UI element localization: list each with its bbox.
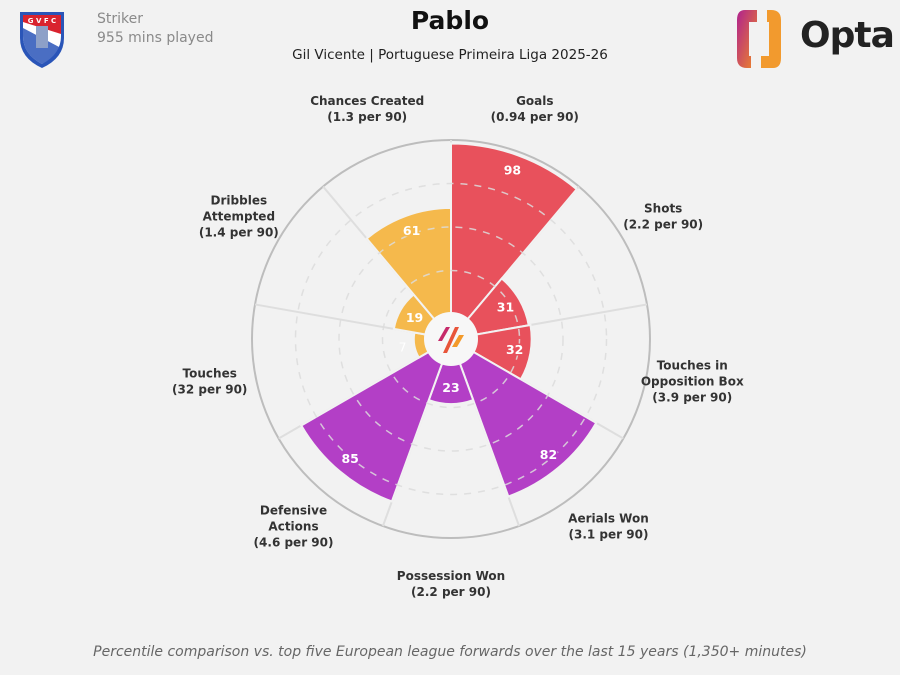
opta-wordmark: Opta bbox=[800, 15, 895, 56]
minutes-played: 955 mins played bbox=[97, 30, 214, 46]
value-label: 7 bbox=[399, 340, 407, 355]
category-label-line: Actions bbox=[268, 520, 318, 534]
value-label: 85 bbox=[341, 451, 358, 466]
category-label-line: Attempted bbox=[203, 210, 275, 224]
category-label: Shots (2.2 per 90) bbox=[623, 202, 703, 232]
category-label: Goals (0.94 per 90) bbox=[491, 94, 579, 124]
category-label-line: (4.6 per 90) bbox=[254, 536, 334, 550]
slice-chances-created bbox=[365, 206, 452, 342]
category-label-line: Defensive bbox=[260, 504, 327, 518]
category-label-line: Aerials Won bbox=[568, 512, 649, 526]
category-label-line: (1.4 per 90) bbox=[199, 226, 279, 240]
slice-aerials-won bbox=[449, 336, 598, 498]
category-label-line: (3.9 per 90) bbox=[652, 391, 732, 405]
grid-ring bbox=[294, 182, 608, 496]
category-label-line: Possession Won bbox=[397, 569, 505, 583]
value-label: 31 bbox=[497, 300, 514, 315]
category-label: Possession Won (2.2 per 90) bbox=[397, 569, 505, 599]
grid-ring bbox=[381, 269, 521, 409]
category-label-line: Chances Created bbox=[310, 94, 424, 108]
category-label-line: (2.2 per 90) bbox=[411, 585, 491, 599]
slice-defensive-actions bbox=[299, 336, 453, 503]
category-label-line: (2.2 per 90) bbox=[623, 218, 703, 232]
category-label-line: Touches bbox=[183, 367, 237, 381]
value-label: 61 bbox=[403, 223, 420, 238]
value-label: 32 bbox=[506, 342, 523, 357]
value-label: 82 bbox=[540, 447, 557, 462]
grid-ring bbox=[338, 226, 564, 452]
category-label-line: Goals bbox=[516, 94, 553, 108]
club-crest: G V F C bbox=[20, 12, 64, 68]
opta-mark-icon bbox=[438, 327, 464, 353]
value-label: 98 bbox=[504, 162, 521, 177]
slice-goals bbox=[450, 142, 579, 342]
category-label: Defensive Actions (4.6 per 90) bbox=[254, 504, 334, 550]
player-meta: Striker 955 mins played bbox=[97, 10, 213, 48]
footnote: Percentile comparison vs. top five Europ… bbox=[93, 644, 807, 660]
category-label-line: (1.3 per 90) bbox=[327, 110, 407, 124]
category-label: Touches in Opposition Box (3.9 per 90) bbox=[641, 359, 744, 405]
category-label-line: Shots bbox=[644, 202, 682, 216]
value-label: 19 bbox=[406, 310, 423, 325]
category-label: Chances Created (1.3 per 90) bbox=[310, 94, 424, 124]
page-subtitle: Gil Vicente | Portuguese Primeira Liga 2… bbox=[292, 47, 608, 63]
category-label-line: Opposition Box bbox=[641, 375, 744, 389]
category-label-line: (0.94 per 90) bbox=[491, 110, 579, 124]
category-label-line: (3.1 per 90) bbox=[569, 528, 649, 542]
category-label: Dribbles Attempted (1.4 per 90) bbox=[199, 194, 279, 240]
page-title: Pablo bbox=[410, 6, 490, 35]
opta-logo-icon bbox=[737, 10, 781, 68]
category-label-line: (32 per 90) bbox=[172, 383, 247, 397]
crest-lettering: G V F C bbox=[28, 17, 56, 25]
player-position: Striker bbox=[97, 11, 143, 27]
category-label: Touches (32 per 90) bbox=[172, 367, 247, 397]
category-label-line: Dribbles bbox=[211, 194, 268, 208]
category-label-line: Touches in bbox=[657, 359, 728, 373]
value-label: 23 bbox=[442, 380, 459, 395]
category-label: Aerials Won (3.1 per 90) bbox=[568, 512, 649, 542]
